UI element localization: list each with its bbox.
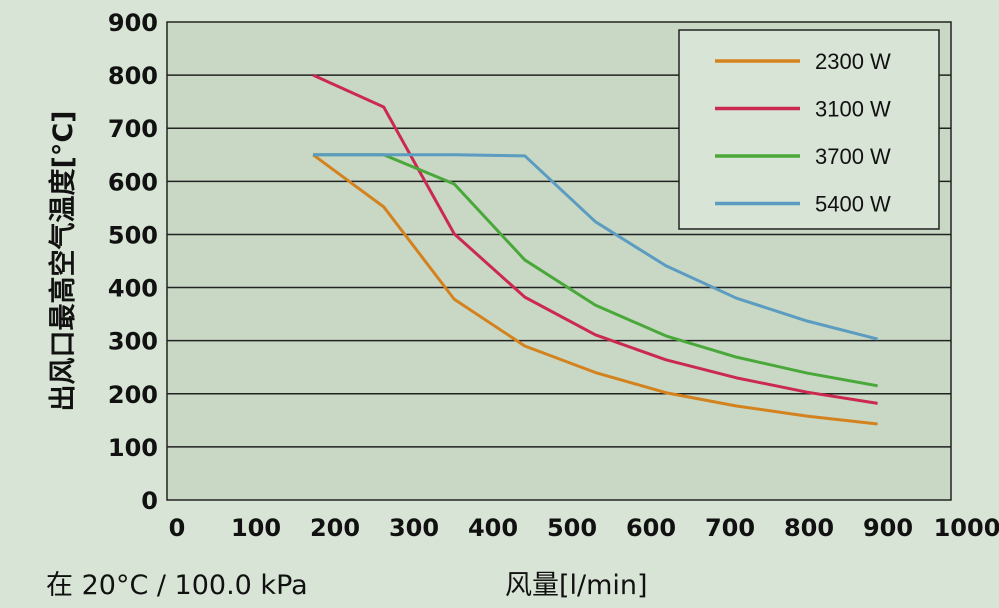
series-line-3100w (312, 73, 878, 405)
legend-label: 5400 W (815, 192, 891, 217)
y-tick-label: 700 (108, 115, 158, 143)
x-tick-label: 500 (547, 514, 597, 542)
series-line-5400w (313, 153, 878, 341)
x-tick-label: 300 (389, 514, 439, 542)
x-tick-label: 1000 (934, 514, 999, 542)
y-tick-label: 800 (108, 62, 158, 90)
legend: 2300 W 3100 W 3700 W 5400 W (678, 29, 940, 230)
y-tick-label: 300 (108, 328, 158, 356)
series-line-3700w (313, 153, 878, 388)
x-tick-label: 700 (705, 514, 755, 542)
x-tick-label: 800 (784, 514, 834, 542)
y-tick-label: 0 (141, 487, 158, 515)
x-tick-label: 400 (468, 514, 518, 542)
legend-label: 2300 W (815, 49, 891, 74)
x-tick-label: 600 (626, 514, 676, 542)
x-tick-label: 0 (169, 514, 186, 542)
y-axis-label: 出风口最高空气温度[°C] (47, 111, 79, 412)
x-axis-label: 风量[l/min] (505, 570, 648, 601)
legend-label: 3100 W (815, 97, 891, 122)
y-tick-label: 400 (108, 275, 158, 303)
series-line-2300w (312, 153, 878, 426)
x-tick-label: 900 (863, 514, 913, 542)
x-tick-label: 200 (310, 514, 360, 542)
y-tick-label: 100 (108, 434, 158, 462)
y-tick-label: 600 (108, 168, 158, 196)
y-tick-label: 900 (108, 9, 158, 37)
y-tick-label: 200 (108, 381, 158, 409)
y-tick-label: 500 (108, 221, 158, 249)
legend-label: 3700 W (815, 144, 891, 169)
conditions-note: 在 20°C / 100.0 kPa (46, 570, 308, 601)
legend-box (678, 29, 940, 230)
x-tick-label: 100 (231, 514, 281, 542)
